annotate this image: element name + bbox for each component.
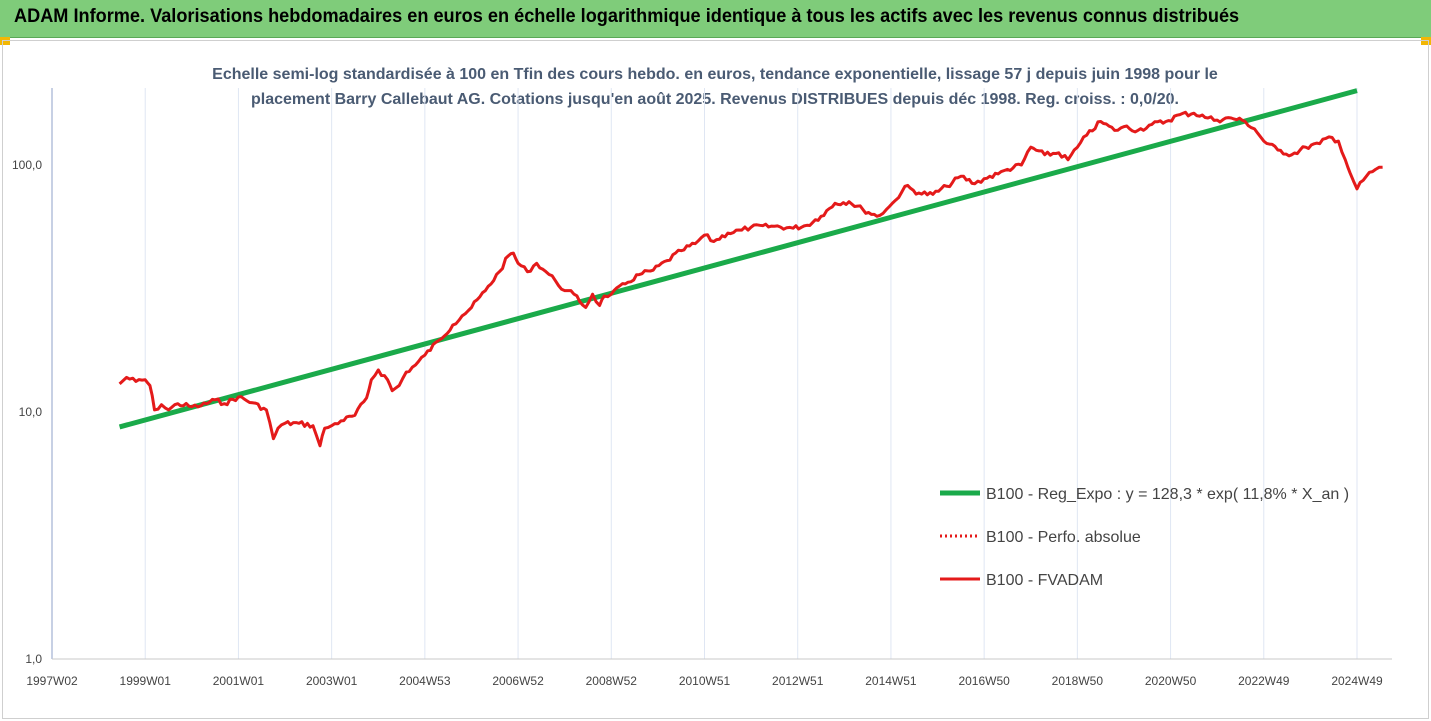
x-tick-label-0: 1997W02 [26, 674, 78, 688]
y-tick-label-0: 1,0 [25, 652, 42, 666]
chart-area [2, 40, 1429, 719]
y-tick-label-1: 10,0 [19, 405, 43, 419]
x-tick-label-11: 2018W50 [1052, 674, 1104, 688]
series-line-reg-expo [118, 88, 1358, 430]
x-tick-label-4: 2004W53 [399, 674, 451, 688]
legend-label-0: B100 - Reg_Expo : y = 128,3 * exp( 11,8%… [986, 486, 1349, 503]
x-tick-label-12: 2020W50 [1145, 674, 1197, 688]
legend-label-2: B100 - FVADAM [986, 572, 1103, 589]
corner-marker-left [0, 37, 10, 45]
report-header: ADAM Informe. Valorisations hebdomadaire… [0, 0, 1431, 38]
chart-title-line-2: placement Barry Callebaut AG. Cotations … [251, 91, 1179, 108]
legend-label-1: B100 - Perfo. absolue [986, 529, 1141, 546]
x-tick-label-1: 1999W01 [120, 674, 172, 688]
chart-title: Echelle semi-log standardisée à 100 en T… [150, 62, 1280, 112]
x-tick-label-3: 2003W01 [306, 674, 358, 688]
x-tick-label-14: 2024W49 [1331, 674, 1383, 688]
x-tick-label-2: 2001W01 [213, 674, 265, 688]
report-title: ADAM Informe. Valorisations hebdomadaire… [14, 6, 1240, 27]
chart-title-line-1: Echelle semi-log standardisée à 100 en T… [212, 66, 1218, 83]
corner-marker-right [1421, 37, 1431, 45]
x-tick-label-6: 2008W52 [586, 674, 638, 688]
x-tick-label-5: 2006W52 [492, 674, 544, 688]
x-tick-label-7: 2010W51 [679, 674, 731, 688]
series-line-fvadam [118, 110, 1383, 448]
x-tick-label-13: 2022W49 [1238, 674, 1290, 688]
x-tick-label-9: 2014W51 [865, 674, 917, 688]
x-tick-label-8: 2012W51 [772, 674, 824, 688]
y-tick-label-2: 100,0 [12, 158, 42, 172]
x-tick-label-10: 2016W50 [958, 674, 1010, 688]
